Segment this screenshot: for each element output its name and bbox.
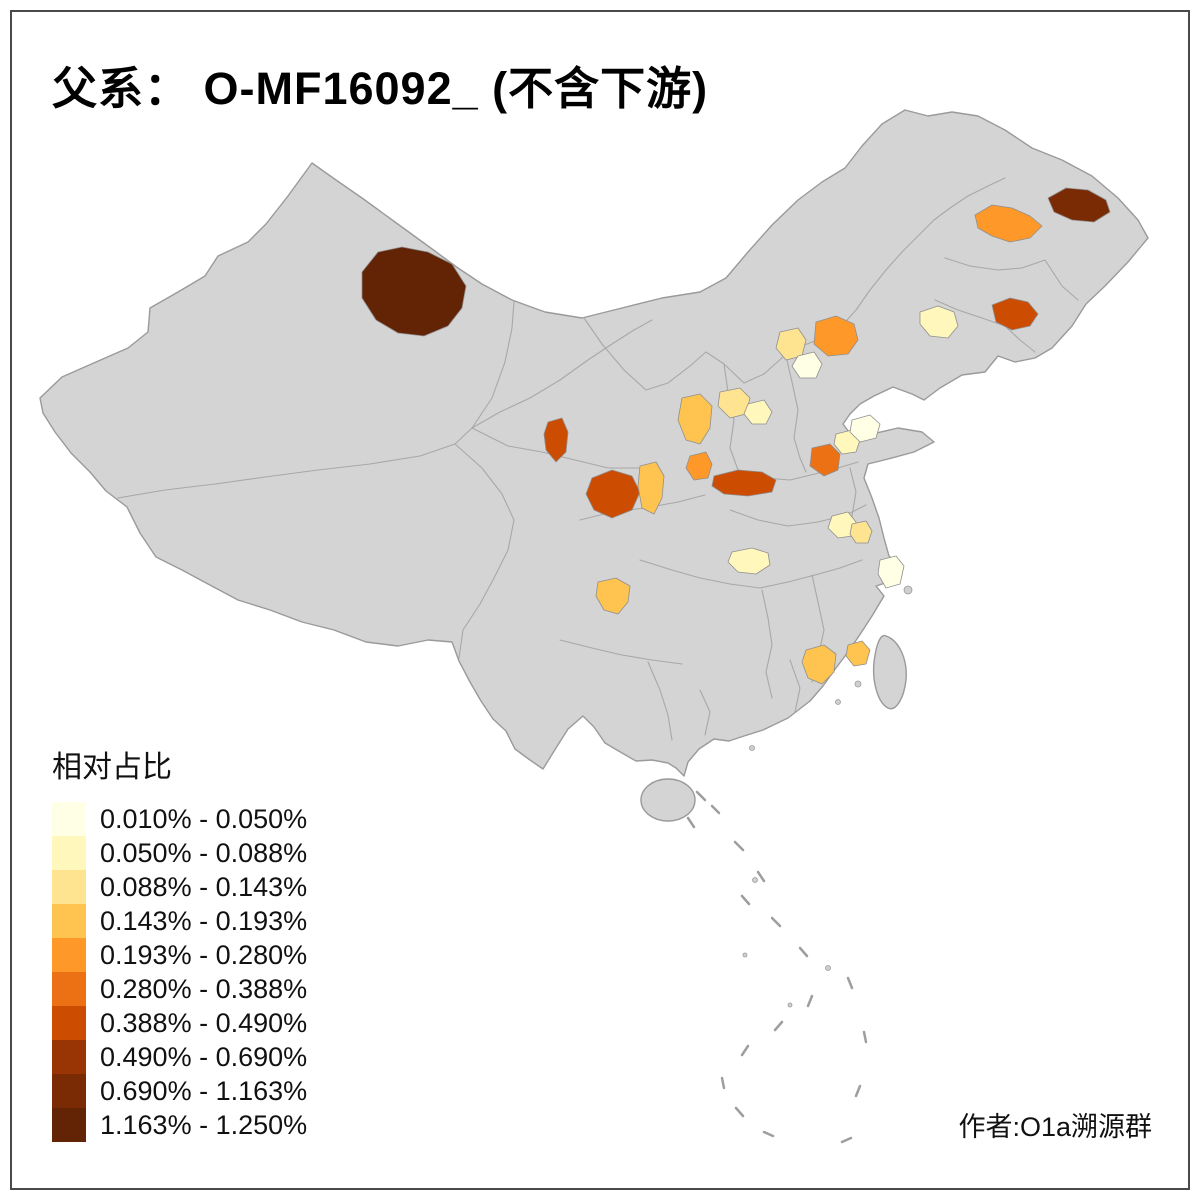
coastal-islet — [835, 699, 841, 705]
province-border — [944, 257, 1079, 301]
legend-row: 0.690% - 1.163% — [52, 1074, 307, 1108]
legend-row: 0.143% - 0.193% — [52, 904, 307, 938]
legend-row: 0.010% - 0.050% — [52, 802, 307, 836]
legend-swatch — [52, 1074, 86, 1108]
nine-dash-line — [720, 1020, 784, 1090]
province-border — [785, 355, 807, 473]
region-east-jilin — [991, 297, 1039, 331]
province-border — [454, 443, 515, 659]
legend-swatch — [52, 802, 86, 836]
sea-islet — [787, 1002, 793, 1008]
pearl-delta-islet — [749, 745, 755, 751]
zhoushan-islet — [903, 585, 913, 595]
attribution-text: 作者:O1a溯源群 — [958, 1112, 1152, 1142]
region-west-shandong — [849, 414, 881, 443]
chart-title: 父系： O-MF16092_ (不含下游) — [52, 63, 709, 114]
nine-dash-line — [846, 976, 868, 1098]
region-beijing — [791, 351, 823, 379]
region-central-heilongjiang — [974, 204, 1043, 243]
legend-swatch — [52, 938, 86, 972]
legend-swatch — [52, 870, 86, 904]
region-north-xinjiang — [361, 246, 467, 337]
legend-row: 0.388% - 0.490% — [52, 1006, 307, 1040]
legend-swatch — [52, 1040, 86, 1074]
legend-row: 1.163% - 1.250% — [52, 1108, 307, 1142]
legend-label: 0.143% - 0.193% — [100, 905, 308, 936]
region-east-qinghai — [543, 417, 569, 463]
legend-label: 0.010% - 0.050% — [100, 803, 308, 834]
legend-label: 1.163% - 1.250% — [100, 1109, 308, 1140]
province-border — [699, 689, 711, 736]
region-coastal-fujian — [845, 640, 871, 667]
region-east-gansu — [685, 451, 713, 481]
region-hubei — [727, 547, 771, 575]
province-border — [761, 589, 773, 699]
legend-label: 0.193% - 0.280% — [100, 939, 308, 970]
region-guanzhong — [711, 469, 777, 497]
region-south-shanxi — [809, 443, 841, 477]
region-sichuan — [595, 577, 631, 615]
legend-swatch — [52, 1006, 86, 1040]
taiwan-island — [872, 634, 907, 710]
region-central-gansu — [637, 461, 665, 515]
province-border — [934, 299, 1036, 353]
legend-label: 0.690% - 1.163% — [100, 1075, 308, 1106]
region-liaoning — [919, 305, 959, 339]
legend-swatch — [52, 904, 86, 938]
nine-dash-line — [770, 916, 814, 1008]
province-border — [583, 177, 1006, 391]
legend-swatch — [52, 836, 86, 870]
province-border — [639, 559, 863, 589]
region-north-hebei — [813, 315, 859, 357]
sea-islet — [825, 965, 831, 971]
province-border — [471, 319, 653, 429]
region-west-fujian — [801, 644, 837, 685]
legend-row: 0.193% - 0.280% — [52, 938, 307, 972]
region-central-jiangsu — [849, 520, 873, 544]
region-central-shanxi — [743, 399, 773, 425]
province-border — [559, 639, 683, 665]
penghu-islet — [854, 680, 862, 688]
legend: 相对占比 0.010% - 0.050% 0.050% - 0.088% 0.0… — [52, 742, 307, 1142]
mainland-outline — [39, 109, 1149, 777]
legend-label: 0.050% - 0.088% — [100, 837, 308, 868]
legend-label: 0.088% - 0.143% — [100, 871, 308, 902]
legend-label: 0.490% - 0.690% — [100, 1041, 308, 1072]
legend-swatch — [52, 1108, 86, 1142]
legend-row: 0.088% - 0.143% — [52, 870, 307, 904]
legend-swatch — [52, 972, 86, 1006]
legend-row: 0.050% - 0.088% — [52, 836, 307, 870]
province-border — [789, 659, 801, 713]
legend-row: 0.280% - 0.388% — [52, 972, 307, 1006]
legend-label: 0.388% - 0.490% — [100, 1007, 308, 1038]
region-far-northeast — [1047, 187, 1111, 223]
hainan-island — [640, 778, 696, 822]
sea-islet — [752, 877, 758, 883]
province-border — [117, 301, 515, 499]
region-south-gansu — [585, 469, 641, 519]
legend-title: 相对占比 — [52, 751, 172, 784]
province-border — [647, 661, 673, 741]
sea-islet — [742, 952, 748, 958]
nine-dash-line — [734, 1106, 853, 1144]
legend-label: 0.280% - 0.388% — [100, 973, 308, 1004]
region-shanghai — [877, 555, 905, 589]
region-north-shaanxi — [677, 393, 713, 445]
legend-row: 0.490% - 0.690% — [52, 1040, 307, 1074]
nine-dash-line — [686, 790, 721, 829]
nine-dash-line — [733, 840, 766, 906]
